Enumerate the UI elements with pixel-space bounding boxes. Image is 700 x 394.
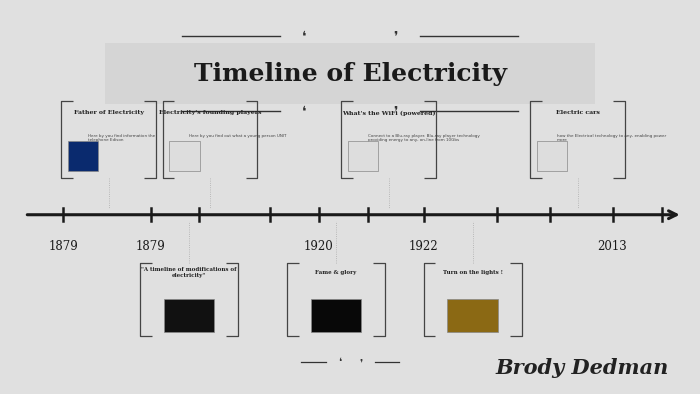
Text: "A timeline of modifications of
electricity": "A timeline of modifications of electric…: [141, 267, 237, 278]
FancyBboxPatch shape: [169, 141, 200, 171]
Text: ❛: ❛: [302, 29, 307, 43]
Text: 2013: 2013: [598, 240, 627, 253]
FancyBboxPatch shape: [537, 141, 567, 171]
Text: Father of Electricity: Father of Electricity: [74, 110, 144, 115]
Text: Brody Dedman: Brody Dedman: [496, 358, 668, 378]
FancyBboxPatch shape: [105, 43, 595, 104]
Text: Fame & glory: Fame & glory: [315, 270, 357, 275]
Text: 1879: 1879: [136, 240, 165, 253]
Text: Electricity's founding players: Electricity's founding players: [159, 110, 261, 115]
FancyBboxPatch shape: [447, 299, 498, 331]
Text: Here by you find out what a young person UNIT: Here by you find out what a young person…: [189, 134, 287, 138]
Text: Electric cars: Electric cars: [556, 110, 599, 115]
Text: how the Electrical technology to any, enabling power
more: how the Electrical technology to any, en…: [556, 134, 666, 142]
Text: ❜: ❜: [359, 357, 362, 368]
Text: Connect to a Blu-ray player. Blu-ray player technology
providing energy to any, : Connect to a Blu-ray player. Blu-ray pla…: [368, 134, 480, 142]
FancyBboxPatch shape: [348, 141, 378, 171]
Text: What's the WiFi (powered): What's the WiFi (powered): [342, 110, 435, 115]
Text: ❜: ❜: [393, 29, 398, 43]
Text: 1922: 1922: [409, 240, 438, 253]
Text: ❛: ❛: [302, 104, 307, 118]
Text: Here by you find information the
telephone Edison: Here by you find information the telepho…: [88, 134, 155, 142]
Text: Timeline of Electricity: Timeline of Electricity: [193, 62, 507, 86]
Text: ❛: ❛: [338, 357, 341, 368]
FancyBboxPatch shape: [164, 299, 214, 331]
Text: 1879: 1879: [48, 240, 78, 253]
Text: 1920: 1920: [304, 240, 333, 253]
FancyBboxPatch shape: [311, 299, 361, 331]
Text: Turn on the lights !: Turn on the lights !: [442, 270, 503, 275]
Text: ❜: ❜: [393, 104, 398, 118]
FancyBboxPatch shape: [68, 141, 98, 171]
